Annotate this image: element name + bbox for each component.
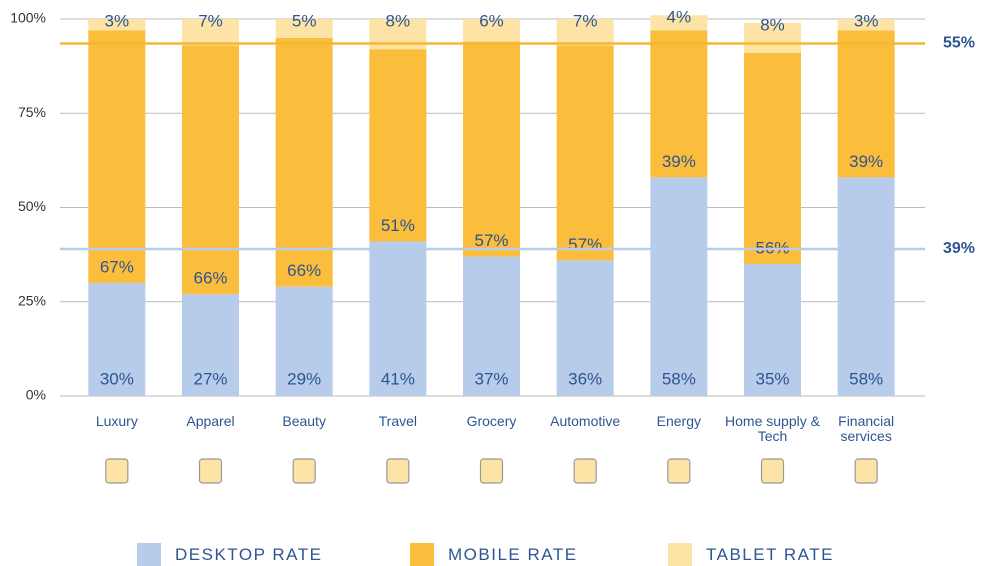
data-label: 3% [854, 11, 879, 30]
bar-segment [556, 19, 614, 46]
bar-segment [463, 19, 520, 42]
legend-label: DESKTOP RATE [175, 545, 323, 564]
y-tick-label: 25% [18, 292, 46, 308]
category-icon [573, 458, 597, 484]
data-label: 39% [849, 152, 883, 171]
x-tick-label: Beauty [282, 413, 326, 429]
bar-segment [837, 30, 895, 178]
icon-shape [573, 458, 597, 484]
reference-label: 55% [943, 35, 975, 52]
bar-segment [369, 49, 427, 242]
bar-segment [744, 264, 801, 396]
data-label: 41% [381, 369, 415, 388]
data-label: 58% [662, 369, 696, 388]
icon-shape [292, 458, 316, 484]
category-icon [479, 458, 504, 484]
data-label: 7% [198, 11, 223, 30]
x-tick-label: Home supply & Tech [725, 413, 820, 444]
data-label: 6% [479, 11, 504, 30]
category-icon [292, 458, 316, 484]
data-label: 27% [193, 369, 227, 388]
data-label: 29% [287, 369, 321, 388]
data-label: 67% [100, 257, 134, 276]
bar-segment [837, 177, 895, 396]
data-label: 39% [662, 152, 696, 171]
bar-segment [182, 294, 239, 396]
data-label: 8% [386, 11, 411, 30]
x-tick-label: Automotive [550, 413, 621, 429]
data-label: 51% [381, 216, 415, 235]
data-label: 57% [568, 235, 602, 254]
data-label: 35% [755, 369, 789, 388]
icon-shape [386, 458, 410, 484]
x-tick-label: Luxury [95, 413, 138, 429]
bar-segment [88, 30, 146, 283]
category-icon [105, 458, 129, 484]
bar-segment [744, 22, 801, 53]
bar-segment [275, 37, 333, 287]
icon-shape [854, 458, 878, 484]
bar-segment [182, 45, 239, 295]
bar-segment [275, 19, 333, 38]
category-icon [854, 458, 878, 484]
bar-segment [275, 286, 333, 396]
bar-segment [837, 19, 895, 31]
data-label: 4% [667, 8, 692, 27]
data-label: 8% [760, 15, 785, 34]
bar-segment [556, 260, 614, 396]
x-tick-label: Energy [656, 413, 701, 429]
bar-segment [463, 41, 520, 257]
category-icon [198, 458, 223, 484]
data-label: 66% [287, 261, 321, 280]
category-icon [386, 458, 410, 484]
icon-shape [667, 458, 691, 484]
x-tick-label: Grocery [466, 413, 517, 429]
icon-shape [479, 458, 504, 484]
data-label: 66% [193, 269, 227, 288]
bar-segment [556, 45, 614, 261]
bar-segment [744, 52, 801, 265]
bar-segment [182, 19, 239, 46]
x-tick-label: Travel [378, 413, 418, 429]
data-label: 57% [474, 231, 508, 250]
icon-shape [760, 458, 785, 484]
data-label: 36% [568, 369, 602, 388]
data-label: 37% [474, 369, 508, 388]
legend-swatch [410, 543, 434, 566]
category-icon [667, 458, 691, 484]
reference-label: 39% [943, 240, 975, 257]
bar-segment [650, 30, 708, 178]
data-label: 58% [849, 369, 883, 388]
data-label: 30% [100, 369, 134, 388]
bar-segment [650, 177, 708, 396]
data-label: 3% [105, 11, 130, 30]
legend-label: TABLET RATE [706, 545, 834, 564]
bar-segment [369, 241, 427, 396]
legend-swatch [668, 543, 692, 566]
x-tick-label: Financial services [838, 413, 895, 444]
icon-shape [198, 458, 223, 484]
category-icon [760, 458, 785, 484]
y-tick-label: 50% [18, 198, 46, 214]
y-tick-label: 100% [10, 10, 46, 26]
icon-shape [105, 458, 129, 484]
data-label: 5% [292, 11, 317, 30]
y-tick-label: 0% [26, 387, 46, 403]
x-tick-label: Apparel [186, 413, 235, 429]
data-label: 7% [573, 11, 598, 30]
legend-swatch [137, 543, 161, 566]
bar-segment [88, 282, 146, 396]
bar-segment [650, 15, 708, 31]
y-tick-label: 75% [18, 104, 46, 120]
bar-segment [463, 256, 520, 396]
legend-label: MOBILE RATE [448, 545, 578, 564]
bar-segment [88, 19, 146, 31]
